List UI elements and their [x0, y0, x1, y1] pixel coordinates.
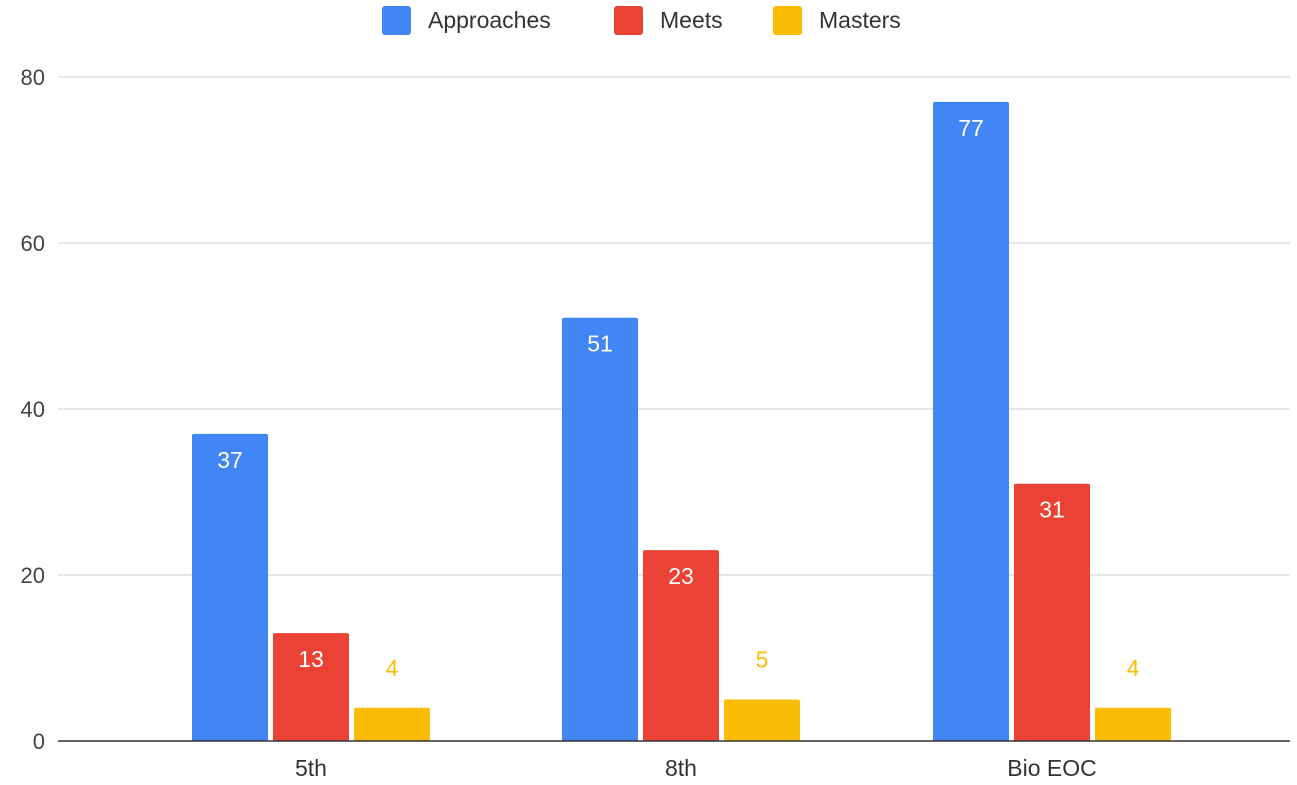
x-axis: 5th 8th Bio EOC	[58, 740, 1290, 781]
data-label: 4	[1127, 655, 1140, 681]
bar-meets-bio-eoc	[1014, 483, 1090, 741]
legend-swatch-approaches	[382, 6, 411, 35]
legend-swatch-meets	[614, 6, 643, 35]
legend-swatch-masters	[773, 6, 802, 35]
data-label: 13	[298, 646, 324, 672]
data-label: 77	[958, 115, 984, 141]
bar-meets-5th	[273, 633, 349, 741]
data-label: 51	[587, 331, 613, 357]
y-axis: 0 20 40 60 80	[21, 65, 45, 754]
legend: Approaches Meets Masters	[382, 6, 901, 35]
y-tick-label: 60	[21, 231, 45, 256]
data-label: 37	[217, 447, 243, 473]
bar-masters-5th	[354, 707, 430, 741]
x-tick-label: Bio EOC	[1007, 755, 1096, 780]
legend-label-approaches: Approaches	[428, 7, 551, 33]
data-label: 31	[1039, 497, 1065, 523]
legend-label-masters: Masters	[819, 7, 901, 33]
bars: 37 13 4 51 23 5 77 31 4	[192, 101, 1171, 741]
legend-label-meets: Meets	[660, 7, 723, 33]
bar-approaches-8th	[562, 317, 638, 741]
bar-meets-8th	[643, 550, 719, 741]
y-tick-label: 0	[33, 729, 45, 754]
y-tick-label: 80	[21, 65, 45, 90]
x-tick-label: 8th	[665, 755, 697, 780]
data-label: 5	[756, 647, 769, 673]
bar-approaches-5th	[192, 433, 268, 741]
y-tick-label: 20	[21, 563, 45, 588]
data-label: 4	[386, 655, 399, 681]
data-label: 23	[668, 563, 694, 589]
x-tick-label: 5th	[295, 755, 327, 780]
y-tick-label: 40	[21, 397, 45, 422]
bar-masters-bio-eoc	[1095, 707, 1171, 741]
bar-masters-8th	[724, 699, 800, 741]
bar-approaches-bio-eoc	[933, 101, 1009, 741]
